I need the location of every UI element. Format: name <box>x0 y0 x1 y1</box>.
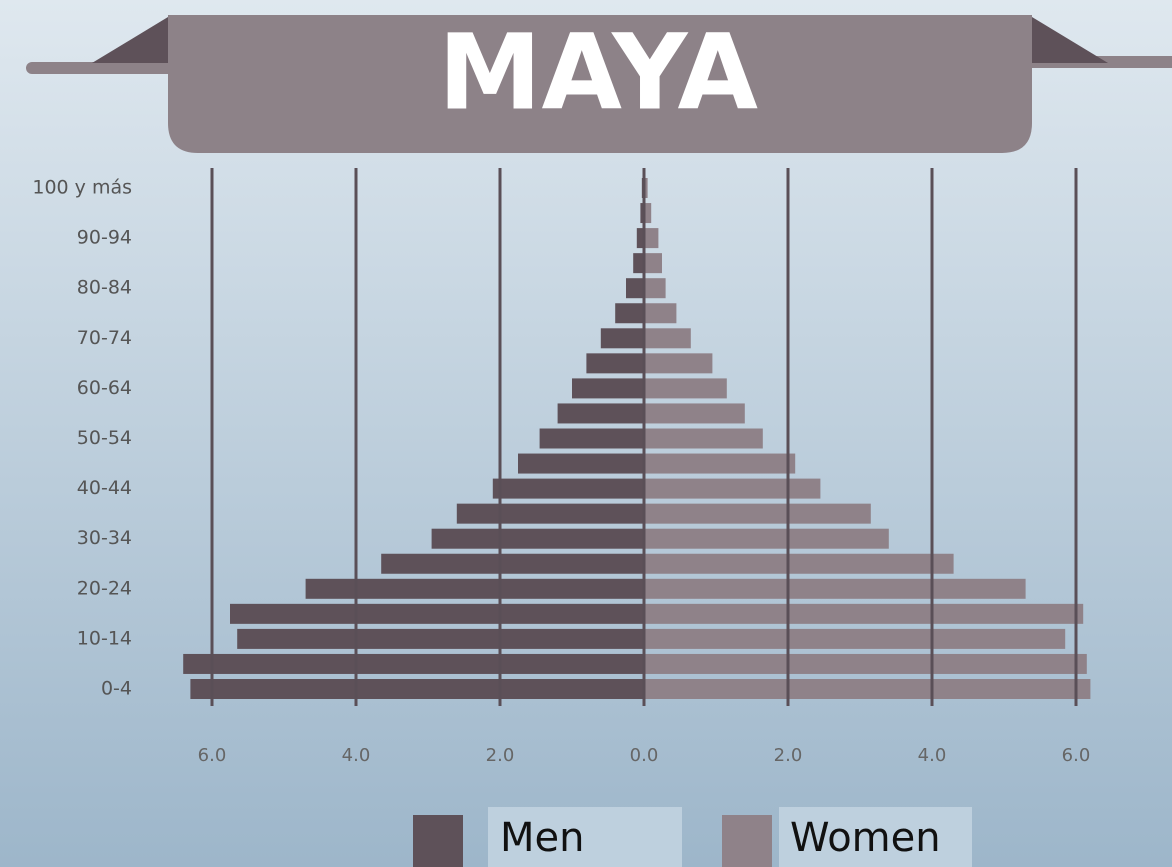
bar <box>636 228 644 249</box>
title-banner: MAYA <box>26 11 1172 153</box>
legend-swatch <box>413 815 463 867</box>
bar <box>644 653 1087 674</box>
bar <box>644 178 648 198</box>
bar <box>644 503 871 524</box>
bar <box>644 679 1091 699</box>
bar <box>644 628 1066 649</box>
legend-label: Women <box>790 815 941 861</box>
x-tick-label: 4.0 <box>342 745 371 766</box>
bar <box>644 353 713 374</box>
plot-area: 0-4 10-14 20-24 30-34 40-44 50-54 60-64 70-74 80… <box>32 168 1091 766</box>
bar <box>644 453 796 474</box>
bar <box>586 353 644 374</box>
bar <box>633 253 644 274</box>
x-tick-label: 4.0 <box>918 745 947 766</box>
bar <box>615 303 644 324</box>
y-tick-label: 40-44 <box>77 477 132 499</box>
y-tick-label: 30-34 <box>77 527 132 549</box>
bar <box>644 478 821 499</box>
bar <box>644 303 677 324</box>
y-tick-label: 10-14 <box>77 627 132 649</box>
y-tick-label: 80-84 <box>77 277 132 299</box>
bar <box>640 203 644 224</box>
legend-label-box <box>488 807 682 867</box>
bar <box>644 403 745 424</box>
bar <box>600 328 644 349</box>
bar <box>183 653 644 674</box>
bar <box>644 553 954 574</box>
banner-fold <box>1032 17 1108 63</box>
x-tick-label: 2.0 <box>774 745 803 766</box>
bar <box>305 578 644 599</box>
y-tick-label: 20-24 <box>77 577 132 599</box>
x-tick-label: 6.0 <box>1062 745 1091 766</box>
bar <box>644 203 652 224</box>
bar <box>644 253 662 274</box>
bar <box>644 278 666 299</box>
bar <box>644 578 1026 599</box>
legend-swatch <box>722 815 772 867</box>
bar <box>644 428 763 449</box>
bar <box>644 328 691 349</box>
bar <box>518 453 644 474</box>
x-tick-label: 6.0 <box>198 745 227 766</box>
bar <box>644 228 659 249</box>
bar <box>644 528 889 549</box>
legend-label-box <box>779 807 972 867</box>
bar <box>381 553 644 574</box>
y-tick-label: 90-94 <box>77 227 132 249</box>
banner <box>168 15 1032 153</box>
y-tick-label: 70-74 <box>77 327 132 349</box>
bar <box>572 378 644 399</box>
bar <box>190 679 644 699</box>
bar <box>230 603 644 624</box>
bar <box>237 628 644 649</box>
x-tick-label: 2.0 <box>486 745 515 766</box>
legend: Men Women <box>413 807 972 867</box>
bar <box>539 428 644 449</box>
bar <box>557 403 644 424</box>
banner-fold <box>92 17 168 63</box>
bar <box>626 278 644 299</box>
y-tick-label: 0-4 <box>101 678 132 700</box>
bar <box>644 603 1084 624</box>
x-tick-label: 0.0 <box>630 745 659 766</box>
legend-label: Men <box>500 815 584 861</box>
y-tick-label: 100 y más <box>32 177 132 199</box>
bar <box>644 378 727 399</box>
bar <box>456 503 644 524</box>
y-tick-label: 60-64 <box>77 377 132 399</box>
bar <box>492 478 644 499</box>
chart-title: MAYA <box>438 11 758 133</box>
y-tick-label: 50-54 <box>77 427 132 449</box>
bar <box>431 528 644 549</box>
